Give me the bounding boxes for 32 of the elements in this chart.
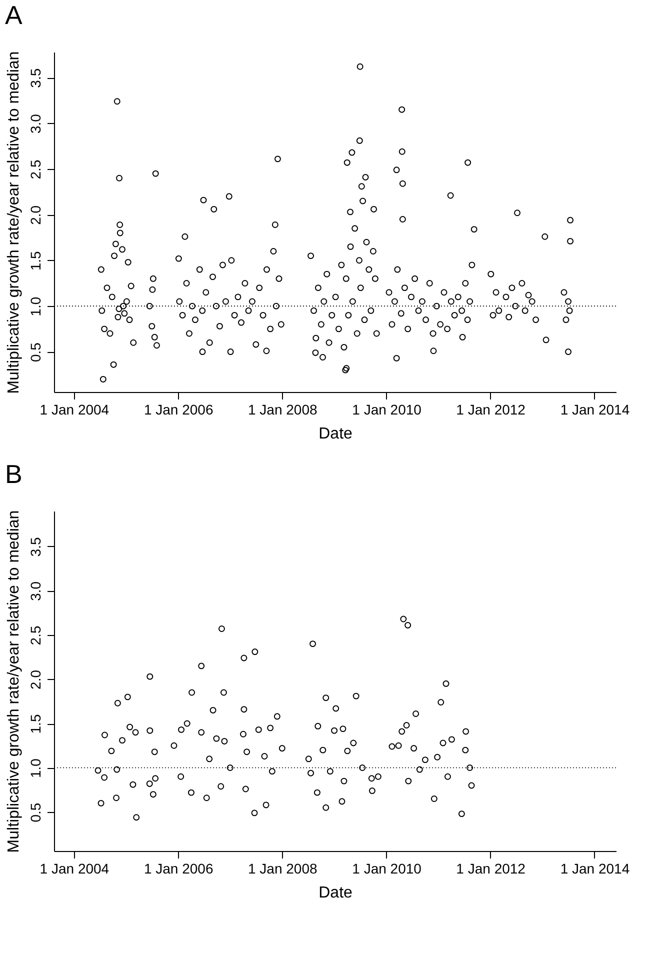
x-tick-label: 1 Jan 2006 <box>144 402 214 418</box>
y-tick-label: 3.5 <box>28 536 44 557</box>
y-tick-label: 0.5 <box>28 342 44 362</box>
x-tick-label: 1 Jan 2004 <box>40 402 110 418</box>
y-tick-label: 2.5 <box>28 160 44 180</box>
x-tick-label: 1 Jan 2012 <box>456 860 526 876</box>
x-tick-label: 1 Jan 2014 <box>560 402 630 418</box>
y-tick-label: 1.5 <box>28 250 44 271</box>
x-tick-label: 1 Jan 2012 <box>456 402 526 418</box>
x-tick-label: 1 Jan 2014 <box>560 860 630 876</box>
x-tick-label: 1 Jan 2006 <box>144 860 214 876</box>
y-tick-label: 0.5 <box>28 802 44 822</box>
y-tick-label: 3.5 <box>28 68 44 88</box>
y-tick-label: 1.0 <box>28 758 44 778</box>
y-tick-label: 2.0 <box>28 670 44 690</box>
y-tick-label: 3.0 <box>28 581 44 601</box>
y-tick-label: 3.0 <box>28 114 44 134</box>
y-axis-title: Multiplicative growth rate/year relative to median <box>6 510 22 853</box>
y-tick-label: 1.5 <box>28 714 44 734</box>
y-tick-label: 1.0 <box>28 296 44 316</box>
x-axis-title: Date <box>318 884 352 902</box>
chart-title: A <box>5 0 23 30</box>
x-tick-label: 1 Jan 2008 <box>248 402 318 418</box>
chart-title: B <box>5 458 22 489</box>
x-tick-label: 1 Jan 2008 <box>248 860 318 876</box>
x-tick-label: 1 Jan 2004 <box>40 860 110 876</box>
y-axis-title: Multiplicative growth rate/year relative to median <box>6 51 22 394</box>
y-tick-label: 2.0 <box>28 205 44 225</box>
x-tick-label: 1 Jan 2010 <box>352 860 422 876</box>
y-tick-label: 2.5 <box>28 626 44 646</box>
x-axis-title: Date <box>318 426 352 442</box>
x-tick-label: 1 Jan 2010 <box>352 402 422 418</box>
